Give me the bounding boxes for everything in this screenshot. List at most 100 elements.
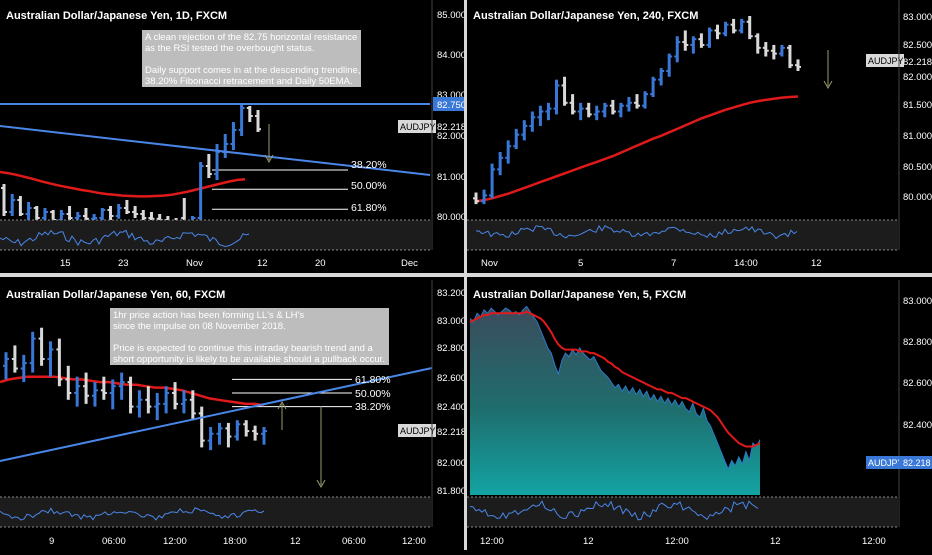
panel-5m[interactable]: Australian Dollar/Japanese Yen, 5, FXCM … [467, 280, 932, 547]
ohlc-bar [33, 206, 40, 222]
ohlc-bar [625, 97, 632, 112]
ohlc-bar [795, 59, 801, 71]
y-tick: 81.000 [437, 172, 466, 183]
rsi-line [0, 229, 250, 248]
ohlc-bar [99, 208, 106, 220]
ohlc-bar [163, 386, 170, 414]
ascending-trendline [0, 367, 433, 462]
ohlc-bar [47, 341, 54, 377]
ohlc-bar [83, 372, 90, 404]
y-tick: 80.000 [903, 192, 932, 203]
y-tick: 83.000 [903, 12, 932, 23]
ohlc-bar [38, 327, 45, 366]
ohlc-bar [252, 425, 259, 441]
ohlc-bar [145, 386, 152, 414]
panel-title: Australian Dollar/Japanese Yen, 240, FXC… [473, 10, 698, 22]
x-tick: 18:00 [223, 536, 247, 547]
rsi-pane [467, 220, 899, 250]
ohlc-bar [20, 354, 27, 383]
ohlc-bar [118, 372, 125, 400]
ema-line [475, 95, 799, 203]
descending-trendline [0, 125, 431, 176]
ohlc-bar [132, 206, 139, 218]
ohlc-bar [216, 422, 223, 445]
ohlc-bar [730, 18, 737, 34]
note-line: since the impulse on 08 November 2018. [113, 321, 286, 332]
x-tick: 15 [60, 258, 71, 269]
ohlc-bar [577, 102, 584, 121]
y-tick: 82.000 [903, 72, 932, 83]
x-tick: 14:00 [734, 258, 758, 269]
ohlc-bar [545, 102, 552, 121]
ohlc-bar [642, 91, 649, 109]
y-tick: 82.400 [437, 402, 466, 413]
ohlc-bar [529, 111, 536, 132]
ohlc-bar [225, 422, 232, 448]
ohlc-bar [674, 36, 681, 63]
ohlc-bar [754, 33, 761, 54]
fib-label-61: 61.80% [355, 374, 391, 386]
ohlc-bar [553, 79, 560, 115]
panel-title: Australian Dollar/Japanese Yen, 1D, FXCM [6, 10, 227, 22]
panel-daily[interactable]: Australian Dollar/Japanese Yen, 1D, FXCM… [0, 0, 466, 269]
y-tick: 81.800 [437, 486, 466, 497]
note-line: Daily support comes in at the descending… [145, 65, 360, 76]
x-tick: 12:00 [480, 536, 504, 547]
ohlc-bar [234, 420, 241, 441]
ohlc-bar [29, 331, 36, 373]
note-text: 1hr price action has been forming LL's &… [113, 310, 385, 365]
ohlc-bar [238, 104, 245, 136]
ohlc-bar [255, 110, 261, 132]
ohlc-bar [127, 376, 134, 414]
panel-4h[interactable]: Australian Dollar/Japanese Yen, 240, FXC… [467, 0, 932, 269]
ohlc-bar [481, 189, 488, 205]
ohlc-bar [109, 379, 116, 410]
ohlc-bar [172, 382, 179, 410]
y-tick: 83.000 [903, 296, 932, 307]
ohlc-bar [762, 42, 769, 57]
panel-1h[interactable]: Australian Dollar/Japanese Yen, 60, FXCM… [0, 280, 466, 547]
ohlc-bar [107, 206, 114, 220]
ohlc-bar [66, 206, 73, 222]
x-tick: 20 [315, 258, 326, 269]
ohlc-bar [205, 154, 212, 178]
ohlc-bar [115, 204, 122, 219]
symbol-text: AUDJPY [868, 458, 904, 468]
y-tick: 80.000 [437, 212, 466, 223]
ohlc-bar [585, 102, 592, 118]
symbol-label [866, 456, 899, 469]
note-line: A clean rejection of the 82.75 horizonta… [145, 32, 357, 43]
ema-line [0, 170, 246, 198]
symbol-label [866, 54, 904, 67]
last-price: 82.218 [903, 458, 931, 468]
analysis-note [110, 308, 389, 365]
ohlc-bar [537, 105, 544, 126]
ohlc-bar [778, 44, 785, 57]
ohlc-bar [230, 122, 237, 150]
ohlc-bar [786, 44, 793, 69]
ohlc-bar [706, 27, 713, 48]
rsi-pane [0, 220, 432, 250]
y-tick: 82.500 [903, 40, 932, 51]
ohlc-bar [123, 200, 130, 214]
ohlc-bar [1, 184, 7, 216]
arrow-head-icon [264, 154, 274, 164]
y-tick: 83.000 [437, 90, 466, 101]
last-price: 82.218 [437, 122, 466, 133]
price-axis: 83.000 82.500 82.000 81.500 81.000 80.50… [903, 12, 932, 203]
price-axis: 85.000 84.000 83.000 82.000 81.000 80.00… [437, 10, 466, 223]
x-tick: 06:00 [102, 536, 126, 547]
ohlc-bar [154, 393, 161, 421]
x-tick: 06:00 [342, 536, 366, 547]
rsi-pane [0, 497, 432, 527]
y-tick: 82.800 [903, 337, 932, 348]
y-tick: 82.400 [903, 420, 932, 431]
symbol-label [398, 120, 436, 133]
last-price: 82.218 [437, 427, 466, 438]
ohlc-bar [690, 36, 697, 54]
rsi-line [0, 507, 265, 521]
y-tick: 82.000 [437, 131, 466, 142]
note-text: A clean rejection of the 82.75 horizonta… [145, 32, 360, 87]
y-tick: 85.000 [437, 10, 466, 21]
x-tick: 12 [583, 536, 594, 547]
